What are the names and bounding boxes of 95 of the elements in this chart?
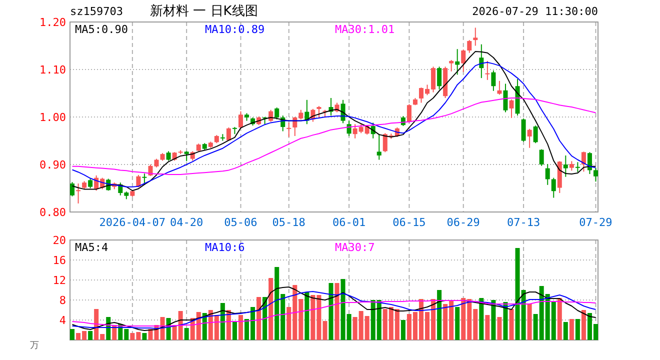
candlestick bbox=[563, 154, 568, 178]
candlestick bbox=[286, 122, 292, 138]
x-tick-label: 07-29 bbox=[579, 216, 612, 229]
candlestick bbox=[545, 164, 550, 186]
candlestick bbox=[503, 83, 508, 113]
bar bbox=[334, 283, 340, 340]
y-tick-label: 1.00 bbox=[40, 110, 66, 124]
candlestick bbox=[70, 182, 75, 197]
y-tick-label: 0.80 bbox=[40, 206, 66, 219]
candlestick bbox=[479, 44, 484, 79]
y-tick-label: 20 bbox=[52, 234, 66, 247]
text: 2026-07-29 11:30:00 bbox=[472, 5, 598, 18]
x-tick-label: 04-20 bbox=[170, 216, 204, 229]
candlestick bbox=[533, 125, 538, 144]
bar bbox=[304, 292, 310, 340]
text: MA10:6 bbox=[205, 241, 245, 254]
candlestick bbox=[88, 178, 93, 189]
line-series bbox=[72, 300, 596, 326]
bar bbox=[400, 320, 406, 340]
candlestick bbox=[485, 60, 490, 80]
x-tick-label: 06-01 bbox=[332, 216, 366, 229]
bar bbox=[479, 298, 484, 340]
candlestick bbox=[437, 66, 442, 90]
bar bbox=[581, 310, 586, 340]
text: MA10:0.89 bbox=[205, 23, 265, 36]
candlestick bbox=[274, 107, 280, 120]
bar bbox=[88, 331, 93, 340]
bar bbox=[503, 302, 508, 340]
candlestick bbox=[473, 27, 478, 46]
candlestick bbox=[551, 177, 556, 198]
candlestick bbox=[76, 183, 81, 204]
candlestick bbox=[316, 106, 322, 118]
candlestick bbox=[461, 49, 466, 72]
y-axis-title: 万 bbox=[30, 341, 39, 351]
text: MA30:7 bbox=[335, 241, 375, 254]
bar bbox=[256, 297, 262, 340]
bar bbox=[220, 303, 225, 340]
text: sz159703 bbox=[70, 5, 123, 18]
chart-title: 新材料 一 日K线图 bbox=[150, 4, 258, 19]
bar bbox=[437, 290, 442, 340]
candlestick bbox=[449, 60, 454, 72]
bar bbox=[557, 298, 562, 340]
bar bbox=[563, 322, 568, 340]
bar bbox=[491, 300, 496, 340]
bar bbox=[232, 322, 237, 340]
y-tick-label: 1.10 bbox=[40, 63, 66, 76]
bar bbox=[268, 278, 274, 340]
candlestick bbox=[587, 152, 592, 174]
bar bbox=[262, 297, 268, 340]
bar bbox=[184, 328, 189, 340]
candlestick bbox=[166, 150, 171, 162]
y-tick-label: 0.90 bbox=[40, 158, 66, 172]
bar bbox=[485, 315, 490, 340]
x-tick-label: 05-18 bbox=[272, 216, 306, 229]
candlestick bbox=[569, 160, 574, 172]
y-tick-label: 4 bbox=[59, 314, 66, 327]
bar bbox=[569, 319, 574, 340]
candlestick bbox=[136, 174, 141, 188]
bar bbox=[497, 317, 502, 340]
bar bbox=[455, 307, 460, 340]
bar bbox=[328, 283, 334, 340]
y-tick-label: 8 bbox=[59, 294, 66, 307]
x-tick-label: 07-13 bbox=[506, 216, 540, 229]
candlestick bbox=[455, 48, 460, 76]
y-tick-label: 16 bbox=[52, 254, 66, 267]
text: MA5:0.90 bbox=[75, 23, 128, 36]
text: MA5:4 bbox=[75, 241, 108, 254]
bar bbox=[575, 319, 580, 340]
x-tick-label: 06-29 bbox=[446, 216, 480, 229]
candlestick bbox=[521, 118, 526, 142]
candlestick bbox=[527, 128, 532, 148]
candlestick bbox=[581, 151, 586, 172]
text: MA30:1.01 bbox=[335, 23, 395, 36]
candlestick bbox=[491, 70, 496, 92]
candlestick bbox=[376, 134, 382, 160]
bar bbox=[527, 304, 532, 340]
candlestick bbox=[509, 98, 514, 118]
candlestick bbox=[238, 110, 243, 129]
bar bbox=[509, 309, 514, 340]
y-tick-label: 1.20 bbox=[40, 16, 66, 29]
x-tick-label: 2026-04-07 bbox=[99, 216, 166, 229]
candlestick bbox=[226, 126, 231, 142]
bar bbox=[70, 329, 75, 340]
candlestick bbox=[575, 162, 580, 173]
y-tick-label: 12 bbox=[52, 274, 66, 287]
bar bbox=[142, 333, 147, 340]
candlestick bbox=[406, 104, 412, 124]
candlestick bbox=[539, 148, 544, 166]
candlestick bbox=[593, 167, 598, 182]
candlestick bbox=[497, 80, 502, 96]
candlestick bbox=[467, 40, 472, 54]
bar bbox=[238, 315, 243, 340]
x-tick-label: 06-15 bbox=[392, 216, 426, 229]
x-tick-label: 05-06 bbox=[224, 216, 258, 229]
candlestick bbox=[184, 150, 189, 162]
